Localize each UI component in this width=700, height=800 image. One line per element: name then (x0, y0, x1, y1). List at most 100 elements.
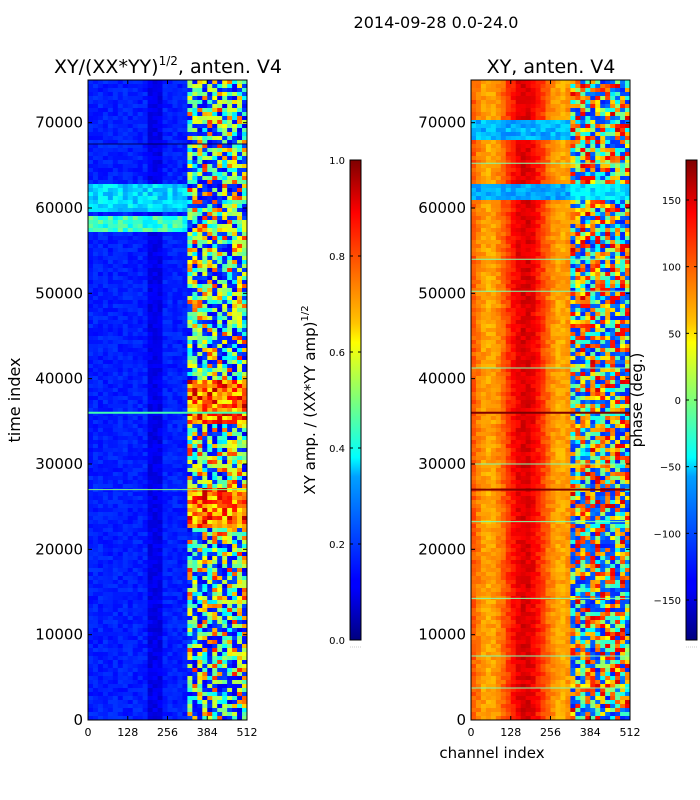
l-heatmap-cell (212, 644, 218, 649)
l-heatmap-cell (212, 700, 218, 705)
l-heatmap-cell (102, 228, 109, 233)
l-heatmap-cell (97, 640, 104, 645)
l-heatmap-cell (167, 164, 173, 169)
l-heatmap-cell (167, 292, 173, 297)
l-heatmap-cell (217, 648, 223, 653)
l-heatmap-cell (212, 304, 218, 309)
l-heatmap-cell (182, 532, 188, 537)
l-heatmap-cell (182, 456, 188, 461)
l-heatmap-cell (217, 572, 223, 577)
l-heatmap-cell (137, 480, 144, 485)
l-heatmap-cell (102, 488, 109, 493)
l-heatmap-cell (177, 300, 183, 305)
l-heatmap-cell (242, 332, 247, 337)
l-heatmap-cell (137, 160, 144, 165)
l-heatmap-cell (192, 328, 198, 333)
l-heatmap-cell (177, 496, 183, 501)
l-heatmap-cell (182, 592, 188, 597)
l-heatmap-cell (92, 140, 99, 145)
l-heatmap-cell (202, 88, 208, 93)
l-heatmap-cell (242, 248, 247, 253)
l-heatmap-cell (212, 552, 218, 557)
l-heatmap-cell (192, 580, 198, 585)
l-heatmap-cell (117, 160, 124, 165)
l-heatmap-cell (92, 428, 99, 433)
l-heatmap-cell (177, 384, 183, 389)
l-heatmap-cell (187, 184, 193, 189)
l-heatmap-cell (117, 296, 124, 301)
l-heatmap-cell (172, 212, 178, 217)
l-heatmap-cell (182, 544, 188, 549)
l-heatmap-cell (117, 464, 124, 469)
l-heatmap-cell (237, 172, 243, 177)
l-heatmap-cell (112, 508, 119, 513)
l-heatmap-cell (97, 356, 104, 361)
l-heatmap-cell (227, 632, 233, 637)
l-heatmap-cell (192, 512, 198, 517)
l-heatmap-cell (192, 528, 198, 533)
l-heatmap-cell (117, 136, 124, 141)
l-heatmap-cell (92, 512, 99, 517)
l-heatmap-cell (197, 596, 203, 601)
l-heatmap-cell (142, 300, 149, 305)
l-heatmap-cell (157, 144, 163, 149)
l-heatmap-cell (147, 128, 153, 133)
l-heatmap-cell (88, 572, 94, 577)
l-heatmap-cell (217, 576, 223, 581)
l-heatmap-cell (227, 472, 233, 477)
l-heatmap-cell (227, 172, 233, 177)
l-heatmap-cell (222, 132, 228, 137)
l-heatmap-cell (122, 508, 129, 513)
l-heatmap-cell (157, 328, 163, 333)
l-heatmap-cell (122, 488, 129, 493)
l-heatmap-cell (217, 244, 223, 249)
l-heatmap-cell (222, 592, 228, 597)
l-heatmap-cell (242, 412, 247, 417)
l-heatmap-cell (192, 416, 198, 421)
l-heatmap-cell (117, 388, 124, 393)
l-heatmap-cell (88, 448, 94, 453)
l-heatmap-cell (222, 572, 228, 577)
l-heatmap-cell (227, 196, 233, 201)
l-heatmap-cell (207, 456, 213, 461)
l-heatmap-cell (222, 620, 228, 625)
l-heatmap-cell (147, 616, 153, 621)
l-heatmap-cell (182, 144, 188, 149)
l-heatmap-cell (97, 520, 104, 525)
l-heatmap-cell (88, 188, 94, 193)
l-heatmap-cell (157, 344, 163, 349)
l-heatmap-cell (88, 112, 94, 117)
l-heatmap-cell (242, 172, 247, 177)
l-heatmap-cell (182, 448, 188, 453)
l-heatmap-cell (152, 520, 158, 525)
l-heatmap-cell (227, 440, 233, 445)
l-heatmap-cell (177, 148, 183, 153)
l-heatmap-cell (92, 596, 99, 601)
l-heatmap-cell (172, 480, 178, 485)
l-heatmap-cell (122, 676, 129, 681)
l-heatmap-cell (222, 100, 228, 105)
l-heatmap-cell (197, 164, 203, 169)
l-heatmap-cell (122, 104, 129, 109)
l-heatmap-cell (127, 124, 134, 129)
l-heatmap-cell (217, 308, 223, 313)
l-heatmap-cell (97, 244, 104, 249)
l-heatmap-cell (97, 424, 104, 429)
l-heatmap-cell (122, 572, 129, 577)
l-heatmap-cell (167, 232, 173, 237)
l-heatmap-cell (132, 656, 139, 661)
l-heatmap-cell (97, 268, 104, 273)
l-heatmap-cell (137, 424, 144, 429)
l-heatmap-cell (112, 584, 119, 589)
l-heatmap-cell (187, 288, 193, 293)
l-heatmap-cell (147, 344, 153, 349)
l-heatmap-cell (97, 188, 104, 193)
l-heatmap-cell (102, 580, 109, 585)
l-heatmap-cell (147, 288, 153, 293)
l-heatmap-cell (172, 516, 178, 521)
l-heatmap-cell (177, 100, 183, 105)
l-heatmap-cell (152, 312, 158, 317)
l-heatmap-cell (92, 680, 99, 685)
l-heatmap-cell (192, 624, 198, 629)
l-heatmap-cell (107, 368, 114, 373)
